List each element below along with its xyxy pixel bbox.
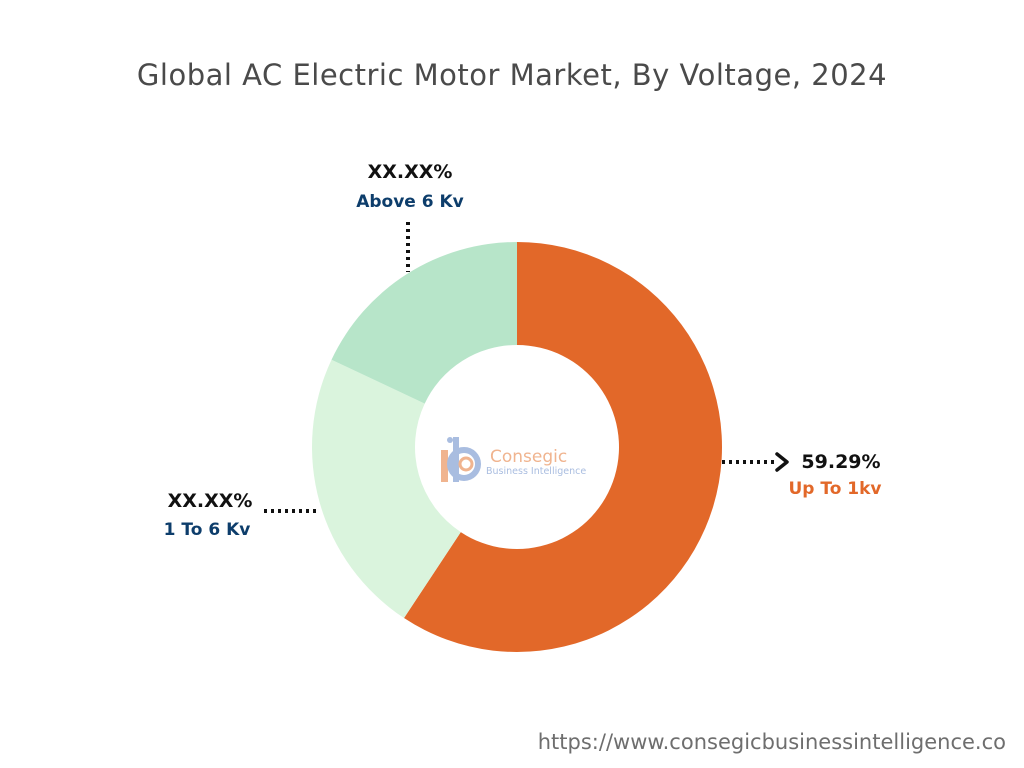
callout-up-to-1kv: 59.29% Up To 1kv [722,451,882,499]
value-label-1-to-6kv: XX.XX% [168,490,253,512]
value-label-above-6kv: XX.XX% [368,161,453,183]
series-label-above-6kv: Above 6 Kv [356,192,464,212]
slice-up-to-1kv [404,242,722,652]
company-logo: Consegic Business Intelligence [441,437,586,482]
series-label-up-to-1kv: Up To 1kv [788,479,881,499]
series-label-1-to-6kv: 1 To 6 Kv [164,520,251,540]
value-label-up-to-1kv: 59.29% [801,451,880,473]
callout-above-6kv: XX.XX% Above 6 Kv [356,161,464,272]
logo-tagline: Business Intelligence [486,466,586,477]
footer-url: https://www.consegicbusinessintelligence… [537,730,1006,754]
logo-name: Consegic [490,447,567,467]
logo-icon [441,437,481,482]
chart-title: Global AC Electric Motor Market, By Volt… [136,58,888,92]
slice-1-to-6-kv [311,359,461,619]
slice-above-6-kv [331,242,517,404]
arrow-right-icon [775,452,789,472]
callout-1-to-6kv: XX.XX% 1 To 6 Kv [164,490,320,540]
